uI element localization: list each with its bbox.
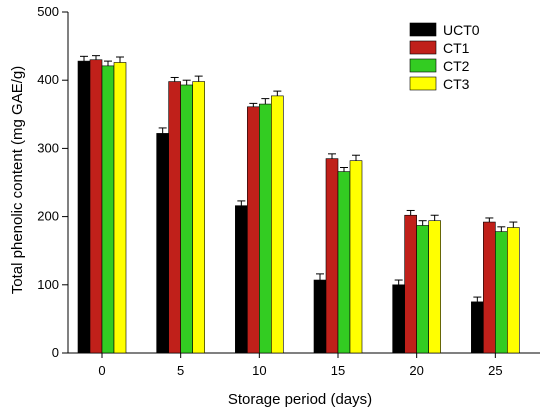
x-tick-label: 20 [409,363,423,378]
bar [313,279,327,354]
bar [392,284,405,354]
x-tick-label: 10 [252,363,266,378]
x-tick-label: 0 [98,363,105,378]
y-tick-label: 200 [37,209,59,224]
bar [77,60,91,354]
bar [180,84,193,354]
bar [89,59,103,354]
bar [428,220,441,354]
y-tick-label: 500 [37,4,59,19]
y-tick-label: 100 [37,277,59,292]
legend-swatch [409,76,437,91]
legend: UCT0 CT1 CT2 CT3 [409,22,480,92]
x-tick-label: 25 [488,363,502,378]
bar [259,103,272,354]
bar [247,106,260,354]
bar [483,221,496,354]
legend-label: CT1 [443,40,470,56]
bar [471,301,484,354]
ticks-group: 0 100 200 300 400 500 0 5 10 15 20 25 [37,4,502,378]
x-axis-title: Storage period (days) [228,391,372,408]
bar [495,231,508,354]
bar [404,214,417,354]
legend-swatch [409,58,437,73]
legend-swatch [409,40,437,55]
legend-swatch [409,22,437,37]
axes [67,12,540,354]
bar [349,160,363,354]
bar [235,205,248,354]
bar [325,158,339,354]
legend-label: CT3 [443,76,470,92]
x-tick-label: 15 [331,363,345,378]
bar [101,65,115,354]
x-tick-label: 5 [177,363,184,378]
bars-group [77,55,520,354]
legend-label: UCT0 [443,22,480,38]
legend-label: CT2 [443,58,470,74]
y-tick-label: 300 [37,140,59,155]
bar [192,81,205,354]
y-tick-label: 0 [52,345,59,360]
bar [271,95,284,354]
y-tick-label: 400 [37,72,59,87]
bar [156,133,169,354]
bar [168,81,181,354]
bar [416,225,429,354]
bar [113,62,127,354]
y-axis-title: Total phenolic content (mg GAE/g) [9,66,26,294]
bar [507,227,520,354]
bar [337,171,351,354]
